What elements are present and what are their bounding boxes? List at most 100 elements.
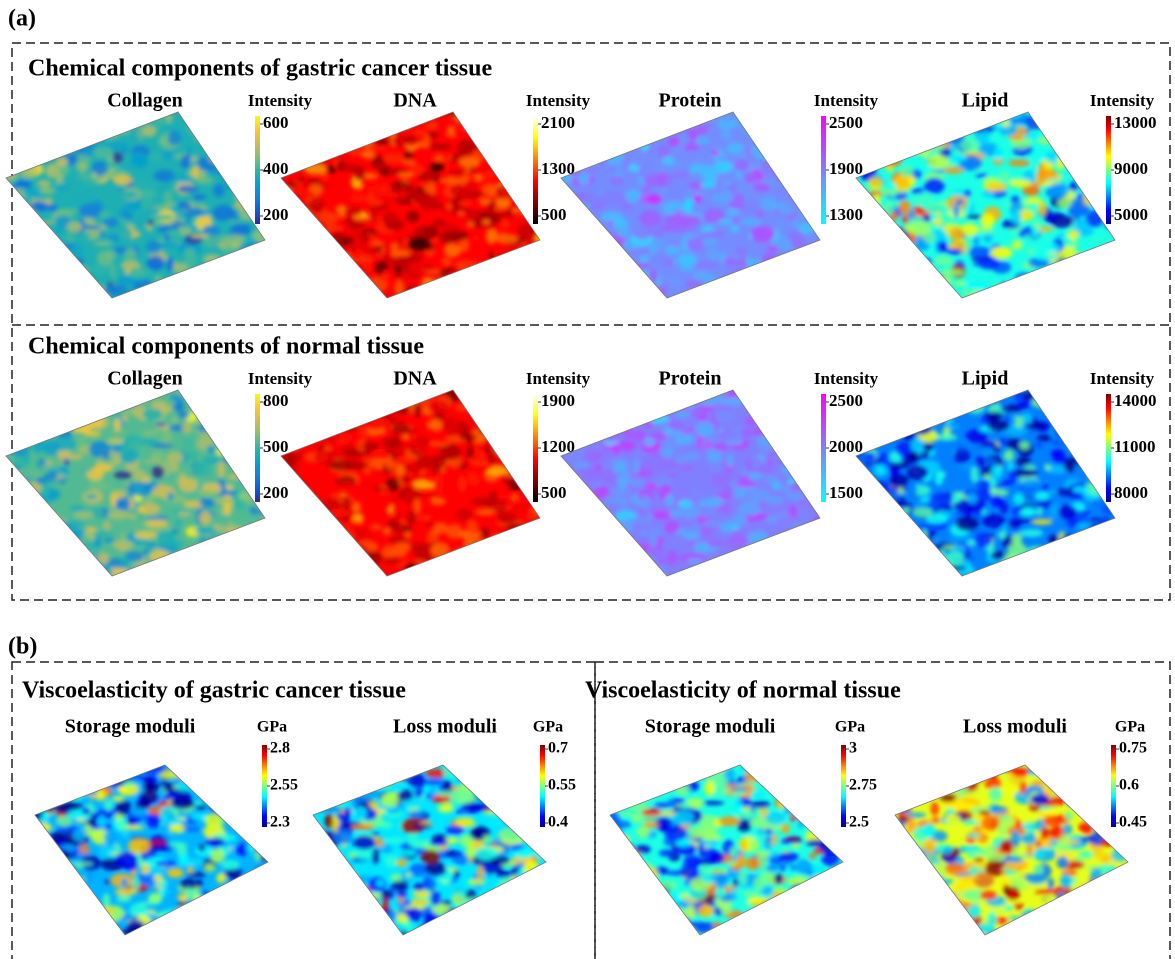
surface-patch bbox=[796, 785, 818, 790]
surface-patch bbox=[363, 766, 381, 771]
surface-patch bbox=[1053, 139, 1060, 147]
surface-patch bbox=[345, 784, 358, 789]
surface-patch bbox=[801, 165, 811, 176]
colorbar-tick-label: 2500 bbox=[829, 391, 863, 410]
surface-patch bbox=[198, 844, 205, 851]
surface-patch bbox=[655, 912, 665, 926]
surface-patch bbox=[288, 233, 295, 248]
surface-patch bbox=[399, 789, 413, 800]
surface-patch bbox=[522, 433, 541, 442]
surface-patch bbox=[370, 930, 388, 939]
surface-patch bbox=[622, 891, 642, 907]
surface bbox=[27, 760, 277, 941]
surface-patch bbox=[337, 910, 344, 916]
surface-patch bbox=[800, 155, 817, 167]
surface-patch bbox=[238, 270, 261, 277]
surface-patch bbox=[1089, 268, 1112, 276]
surface-patch bbox=[84, 431, 102, 437]
surface-patch bbox=[397, 118, 419, 124]
surface-patch bbox=[604, 291, 612, 301]
surface-patch bbox=[231, 910, 248, 918]
surface-patch bbox=[566, 503, 585, 517]
surface-patch bbox=[238, 791, 248, 796]
surface-patch bbox=[318, 152, 325, 158]
surface-patch bbox=[298, 483, 309, 497]
surface-patch bbox=[330, 780, 350, 786]
surface-patch bbox=[519, 543, 530, 557]
surface-patch bbox=[361, 151, 374, 159]
surface-patch bbox=[872, 272, 892, 283]
surface-patch bbox=[195, 176, 213, 184]
surface-patch bbox=[1077, 180, 1091, 191]
surface-patch bbox=[940, 269, 963, 276]
surface-patch bbox=[613, 854, 619, 867]
surface-patch bbox=[802, 201, 813, 211]
surface-patch bbox=[397, 890, 407, 897]
surface-patch bbox=[83, 905, 97, 919]
surface-patch bbox=[43, 132, 60, 136]
surface-patch bbox=[428, 419, 442, 431]
surface-patch bbox=[534, 813, 541, 827]
surface-patch bbox=[809, 853, 816, 859]
surface-patch bbox=[615, 790, 636, 801]
surface-patch bbox=[780, 823, 790, 833]
surface-patch bbox=[785, 258, 806, 262]
surface-patch bbox=[427, 279, 448, 288]
surface-patch bbox=[617, 540, 630, 546]
surface-patch bbox=[383, 122, 391, 133]
surface-patch bbox=[410, 292, 425, 297]
surface-patch bbox=[1068, 128, 1083, 135]
surface-patch bbox=[649, 126, 666, 137]
surface-patch bbox=[727, 862, 737, 866]
surface-patch bbox=[253, 285, 273, 294]
surface-patch bbox=[185, 891, 203, 900]
surface-patch bbox=[356, 119, 369, 132]
surface-patch bbox=[1030, 557, 1050, 565]
surface-patch bbox=[605, 476, 617, 482]
surface-patch bbox=[580, 535, 603, 548]
surface-patch bbox=[301, 155, 323, 159]
surface-patch bbox=[782, 279, 803, 291]
surface-patch bbox=[792, 775, 799, 779]
surface-patch bbox=[873, 194, 881, 205]
surface-patch bbox=[757, 555, 779, 565]
surface-patch bbox=[865, 257, 881, 272]
surface-patch bbox=[466, 520, 478, 535]
surface-patch bbox=[37, 536, 55, 551]
surface-patch bbox=[180, 569, 196, 576]
surface-patch bbox=[279, 554, 300, 567]
surface-patch bbox=[41, 397, 54, 404]
surface-patch bbox=[459, 476, 465, 491]
surface-patch bbox=[42, 283, 60, 298]
surface-patch bbox=[52, 143, 65, 157]
surface-patch bbox=[569, 294, 590, 300]
surface-patch bbox=[174, 214, 187, 219]
surface-patch bbox=[172, 541, 184, 547]
surface-patch bbox=[76, 776, 100, 787]
surface-patch bbox=[42, 113, 52, 120]
surface-patch bbox=[77, 174, 94, 179]
surface-patch bbox=[251, 877, 269, 886]
surface-patch bbox=[520, 829, 543, 836]
surface-patch bbox=[771, 780, 785, 784]
surface-patch bbox=[1008, 160, 1030, 167]
surface-patch bbox=[1094, 563, 1114, 572]
surface-patch bbox=[516, 269, 536, 281]
surface-patch bbox=[459, 759, 479, 773]
surface-patch bbox=[764, 393, 784, 402]
surface-patch bbox=[425, 769, 447, 778]
surface-patch bbox=[498, 552, 512, 562]
surface-patch bbox=[496, 796, 519, 804]
surface-patch bbox=[493, 790, 514, 802]
surface-patch bbox=[533, 843, 554, 858]
surface-patch bbox=[223, 235, 234, 243]
surface-patch bbox=[172, 175, 194, 183]
surface-patch bbox=[533, 827, 548, 836]
surface-patch bbox=[568, 252, 586, 267]
surface-patch bbox=[208, 149, 225, 163]
surface-patch bbox=[1010, 107, 1023, 118]
surface-patch bbox=[737, 287, 746, 291]
surface-patch bbox=[813, 911, 830, 924]
surface-patch bbox=[522, 401, 534, 411]
surface-patch bbox=[663, 193, 682, 198]
